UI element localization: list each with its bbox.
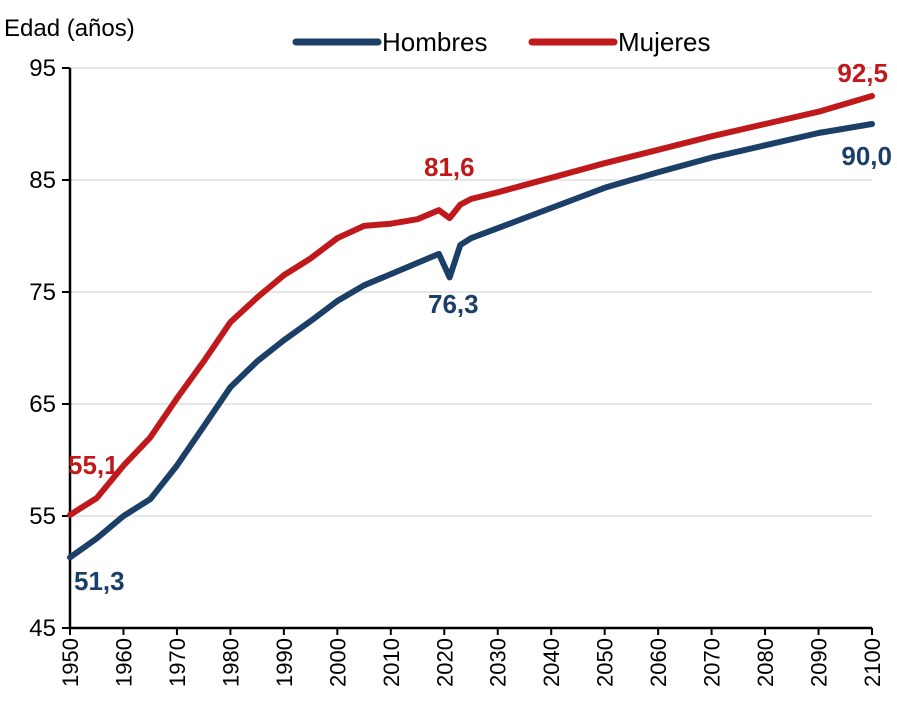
data-label: 51,3 xyxy=(74,566,125,596)
x-tick-label: 2080 xyxy=(753,638,778,687)
x-tick-label: 1950 xyxy=(58,638,83,687)
data-label: 76,3 xyxy=(428,289,479,319)
x-tick-label: 1980 xyxy=(218,638,243,687)
y-tick-label: 65 xyxy=(29,391,56,418)
x-tick-label: 2090 xyxy=(807,638,832,687)
x-tick-label: 2050 xyxy=(593,638,618,687)
x-tick-label: 2010 xyxy=(379,638,404,687)
x-tick-label: 2070 xyxy=(700,638,725,687)
legend-label-mujeres: Mujeres xyxy=(618,27,710,57)
series-line-mujeres xyxy=(67,93,875,518)
data-label: 90,0 xyxy=(841,141,892,171)
x-tick-label: 1990 xyxy=(272,638,297,687)
y-tick-label: 85 xyxy=(29,167,56,194)
y-axis-title: Edad (años) xyxy=(4,15,135,42)
x-tick-label: 2020 xyxy=(432,638,457,687)
x-tick-label: 1960 xyxy=(111,638,136,687)
y-tick-label: 55 xyxy=(29,503,56,530)
data-label: 81,6 xyxy=(424,152,475,182)
x-tick-label: 1970 xyxy=(165,638,190,687)
series-line-hombres xyxy=(67,121,875,561)
data-label: 92,5 xyxy=(837,58,888,88)
x-tick-label: 2100 xyxy=(860,638,885,687)
x-tick-label: 2000 xyxy=(325,638,350,687)
y-tick-label: 75 xyxy=(29,279,56,306)
y-tick-label: 95 xyxy=(29,55,56,82)
x-tick-label: 2060 xyxy=(646,638,671,687)
x-tick-label: 2040 xyxy=(539,638,564,687)
x-tick-label: 2030 xyxy=(486,638,511,687)
data-label: 55,1 xyxy=(68,450,119,480)
y-tick-label: 45 xyxy=(29,615,56,642)
legend-label-hombres: Hombres xyxy=(382,27,487,57)
